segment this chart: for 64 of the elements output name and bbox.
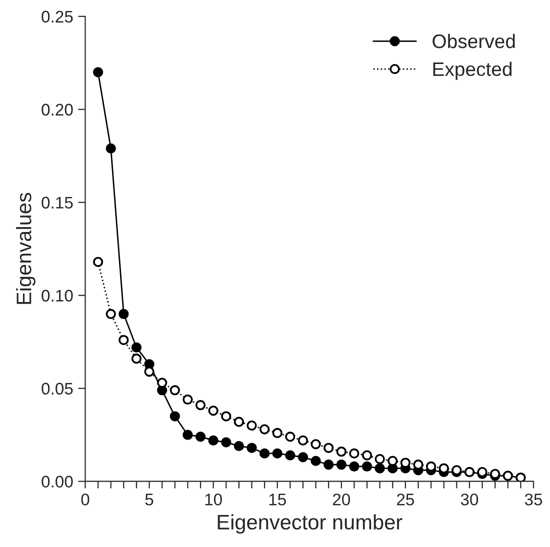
y-tick-label: 0.10: [42, 290, 73, 302]
point: [118, 308, 129, 320]
point: [285, 432, 296, 442]
point: [221, 411, 232, 422]
x-tick-label: 20: [332, 494, 350, 506]
point: [298, 452, 308, 462]
point: [234, 416, 244, 427]
point: [246, 442, 257, 453]
x-tick-label: 25: [397, 494, 414, 506]
y-tick-label: 0.20: [42, 104, 73, 116]
y-tick-label: 0.25: [42, 10, 73, 23]
legend-label: Observed: [432, 34, 515, 48]
point: [349, 461, 360, 472]
point: [272, 428, 282, 438]
point: [106, 308, 116, 320]
y-tick-label: 0.00: [42, 476, 73, 488]
x-tick-label: 0: [81, 494, 90, 506]
point: [388, 456, 398, 466]
point: [285, 450, 296, 460]
point: [118, 334, 129, 346]
point: [438, 463, 449, 474]
y-tick-label: 0.05: [42, 382, 73, 395]
point: [234, 440, 244, 452]
x-tick-label: 35: [524, 494, 542, 506]
point: [374, 454, 385, 464]
point: [310, 439, 321, 450]
point: [92, 67, 104, 78]
point: [131, 354, 142, 364]
x-axis-title: Eigenvector number: [218, 514, 402, 534]
point: [374, 463, 385, 474]
point: [259, 448, 270, 459]
point: [221, 437, 232, 448]
point: [170, 385, 180, 396]
point: [362, 450, 372, 460]
legend-label: Expected: [433, 62, 512, 80]
x-tick-label: 10: [205, 494, 222, 506]
point: [182, 430, 193, 440]
point: [106, 143, 116, 154]
point: [144, 366, 154, 377]
point: [246, 420, 257, 431]
point: [349, 448, 360, 459]
point: [208, 406, 218, 416]
point: [324, 442, 334, 453]
point: [272, 448, 282, 459]
point: [259, 424, 270, 434]
point: [131, 342, 142, 353]
y-axis-title: Eigenvalues: [16, 192, 36, 304]
point: [92, 256, 104, 267]
point: [195, 432, 206, 442]
x-tick-label: 15: [269, 494, 286, 506]
point: [362, 461, 372, 472]
x-tick-label: 30: [460, 494, 478, 506]
point: [157, 378, 168, 388]
point: [195, 400, 206, 410]
y-tick-label: 0.15: [42, 196, 73, 209]
point: [336, 460, 346, 470]
point: [310, 456, 321, 466]
point: [182, 394, 193, 405]
x-tick-label: 5: [145, 494, 154, 506]
point: [336, 446, 346, 457]
point: [208, 435, 218, 446]
point: [324, 460, 334, 470]
point: [298, 435, 308, 446]
point: [170, 411, 180, 422]
